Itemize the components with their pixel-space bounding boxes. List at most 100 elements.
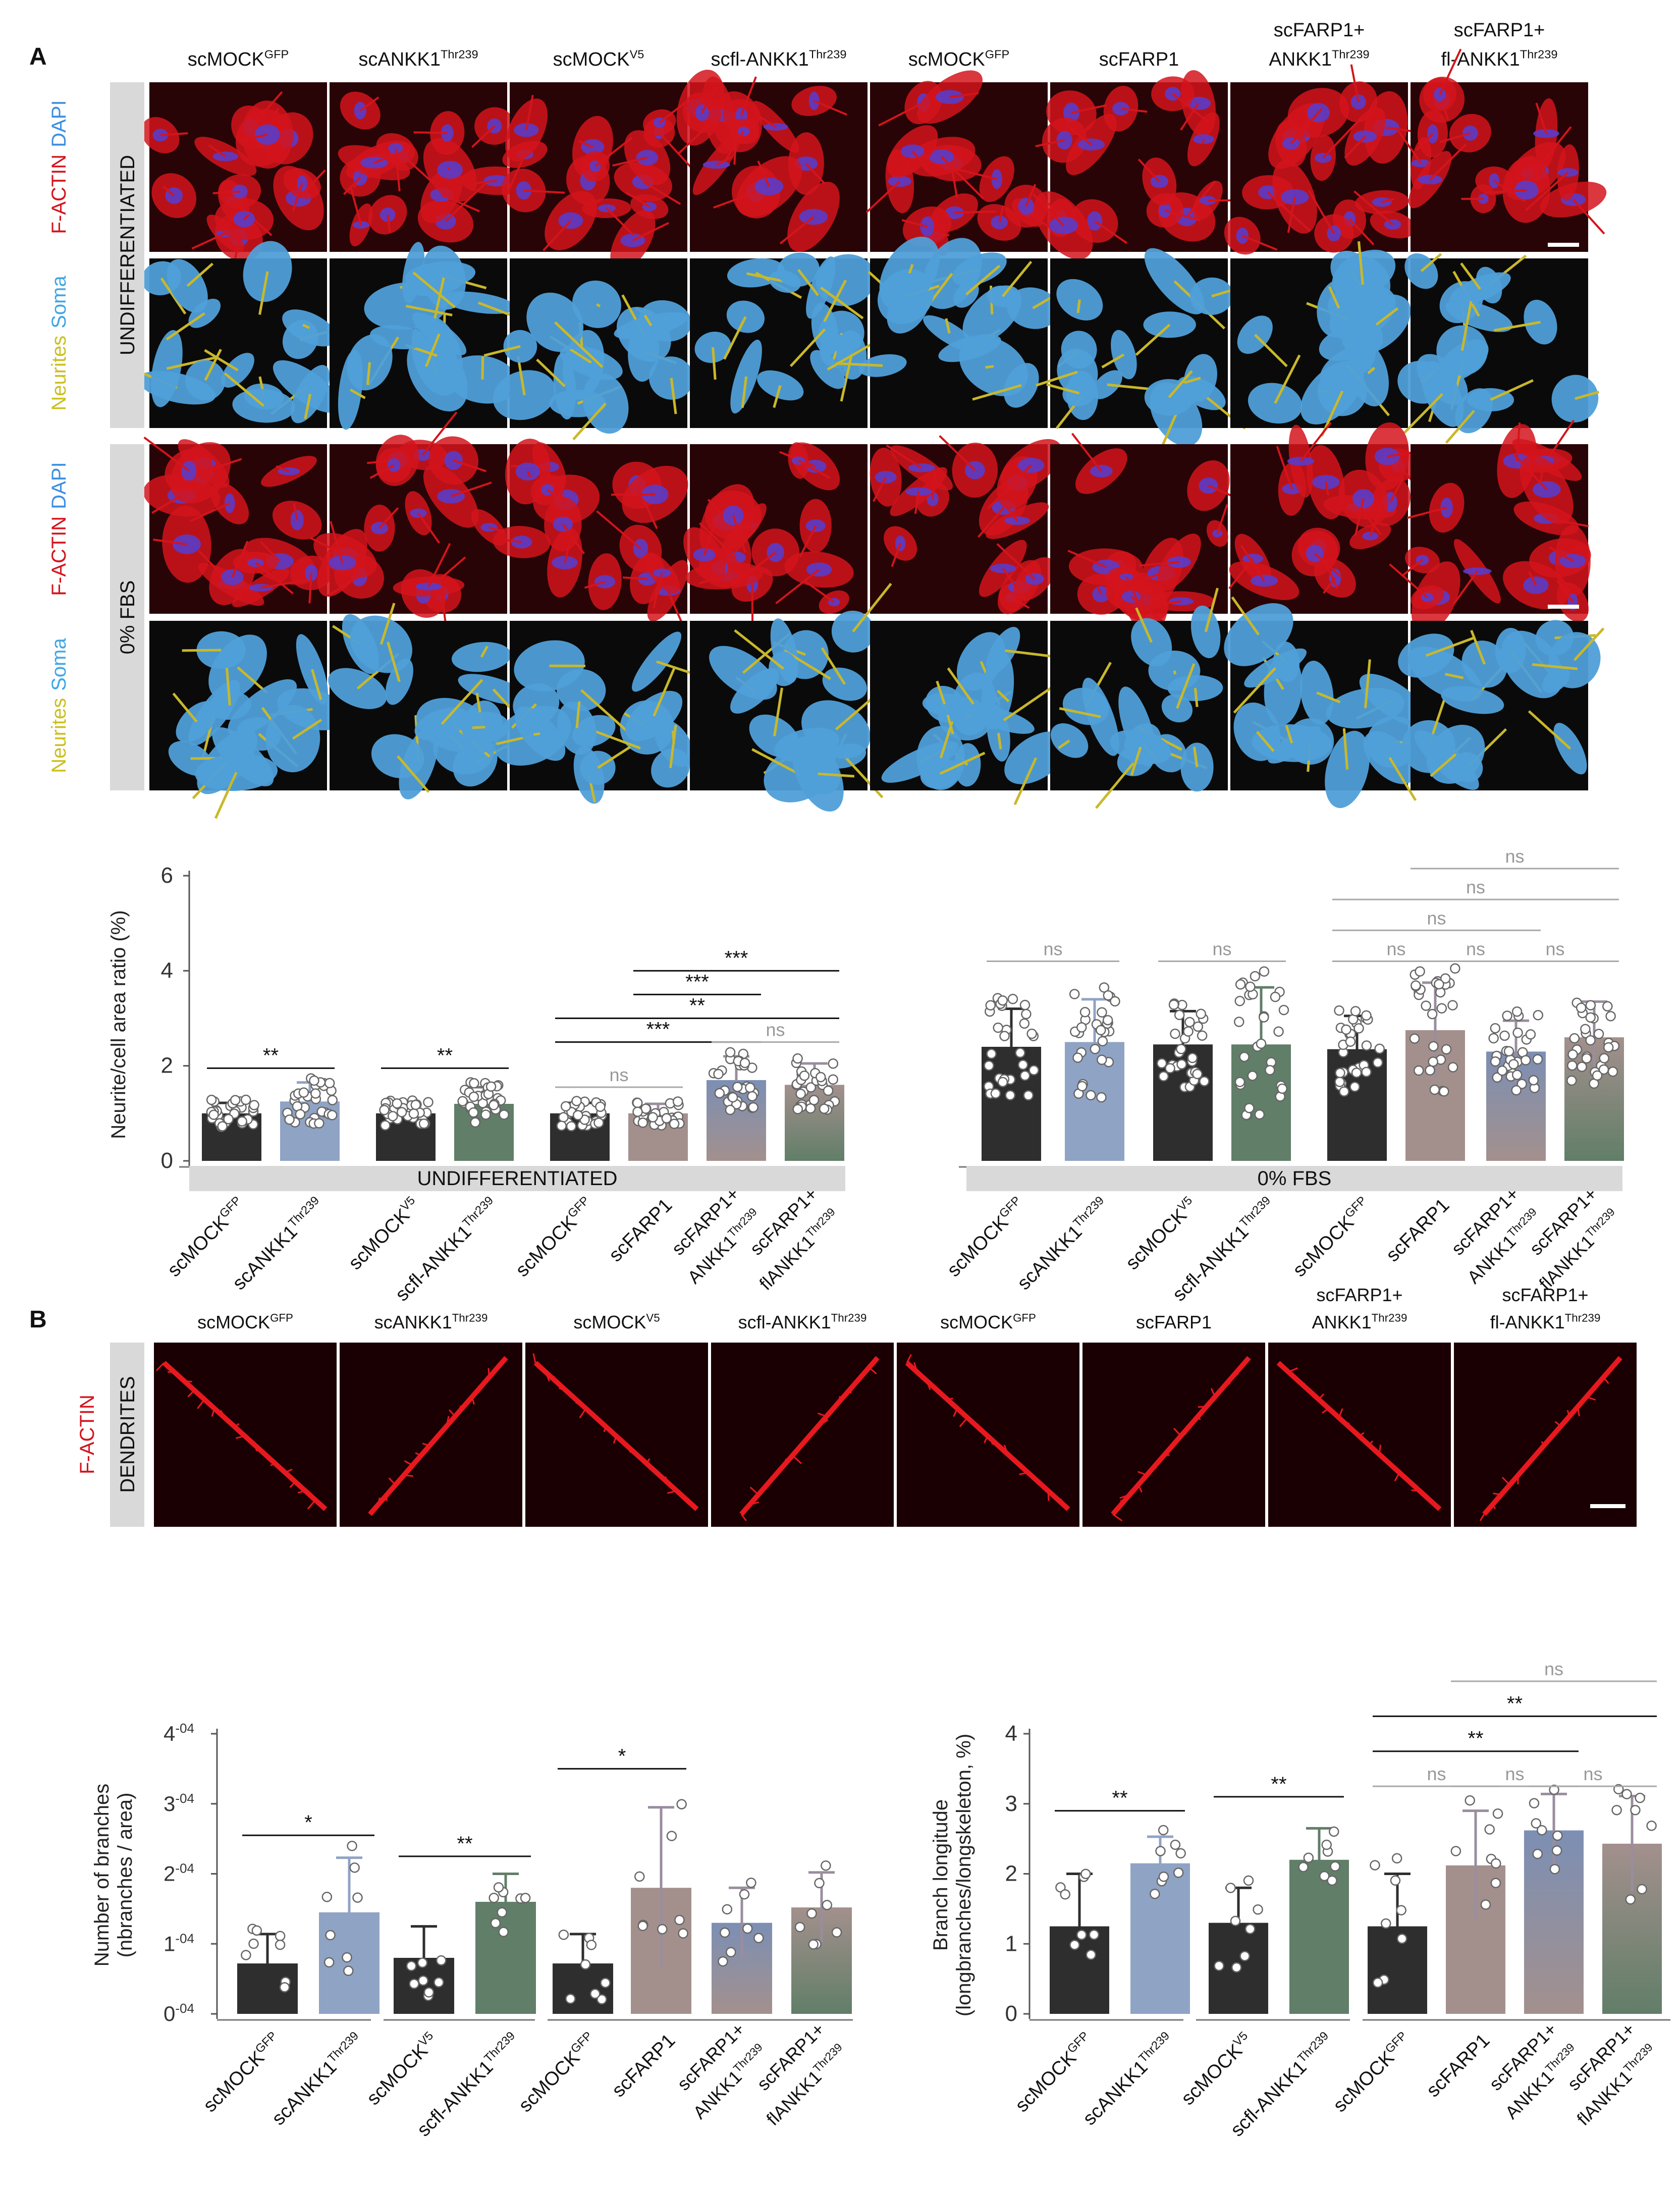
dendrite-image (1268, 1343, 1451, 1527)
label-base: scfl-ANKK1 (392, 1221, 476, 1305)
soma (1056, 279, 1103, 321)
data-point (1069, 1940, 1080, 1950)
significance-label: ns (1505, 846, 1524, 867)
nucleus (735, 107, 747, 123)
neurite (1013, 757, 1038, 806)
nucleus (1440, 497, 1453, 518)
data-point (1450, 963, 1460, 974)
dendritic-spine (297, 1490, 306, 1493)
actin-process (1350, 64, 1360, 102)
dendrite-image (897, 1343, 1079, 1527)
data-point (1096, 1025, 1106, 1036)
data-point (468, 1091, 479, 1102)
data-point (1372, 1978, 1383, 1988)
actin-process (153, 539, 187, 546)
factin-dapi-image (1224, 64, 1416, 255)
data-point (1511, 1085, 1522, 1096)
neurite (596, 303, 601, 307)
actin-process (622, 576, 647, 580)
data-point (678, 1928, 688, 1939)
label-base: 1 (164, 1932, 175, 1955)
y-tick-label: 4 (161, 958, 173, 983)
dendritic-spine (1037, 1481, 1047, 1491)
neurite (1445, 410, 1475, 444)
data-point (1602, 1001, 1613, 1012)
actin-process (878, 101, 924, 127)
neurite (1316, 691, 1341, 704)
neurite (1285, 725, 1293, 744)
data-point (1502, 1010, 1512, 1021)
data-point (1176, 1059, 1187, 1070)
neurite-soma-image (690, 582, 892, 812)
dendritic-spine (792, 1455, 802, 1464)
data-point (1585, 1035, 1596, 1046)
condition-band (189, 1166, 845, 1191)
actin-process (1344, 135, 1366, 159)
data-point (1055, 1882, 1066, 1893)
label-base: scfl-ANKK1 (711, 49, 809, 70)
actin-process (1515, 422, 1521, 461)
data-point (1646, 1821, 1657, 1831)
neurite (997, 689, 1010, 703)
label-base: scMOCK (908, 49, 985, 70)
neurite (712, 347, 717, 380)
label-superscript: GFP (1013, 1311, 1036, 1324)
data-point (1528, 1075, 1539, 1086)
dendritic-spine (930, 1384, 938, 1391)
factin-dapi-image (493, 439, 688, 623)
label-superscript: Thr239 (1565, 1311, 1601, 1324)
neurite (472, 726, 485, 729)
neurite (797, 269, 819, 296)
neurite (1107, 383, 1151, 391)
neurite (734, 629, 784, 670)
data-point (1015, 1047, 1025, 1058)
actin-process (703, 523, 716, 555)
significance-label: ns (1386, 939, 1405, 959)
dendritic-spine (404, 1460, 413, 1466)
dendritic-spine (1577, 1406, 1580, 1416)
data-point (380, 1120, 391, 1131)
column-header: scMOCKV5 (573, 1311, 660, 1332)
neurite (1254, 334, 1288, 367)
dendritic-spine (545, 1371, 551, 1382)
data-point (1488, 1033, 1499, 1044)
actin-process (527, 471, 532, 478)
data-point (520, 1893, 531, 1903)
data-point (1256, 1038, 1267, 1049)
data-point (718, 1956, 728, 1967)
data-point (1396, 1905, 1406, 1915)
neurite (380, 603, 396, 645)
category-label: scFARP1 (1382, 1195, 1454, 1266)
neurite (405, 304, 453, 316)
data-point (558, 1112, 569, 1123)
label-superscript: V5 (646, 1311, 660, 1324)
label-base: scMOCK (1122, 1205, 1191, 1274)
nucleus (297, 175, 307, 192)
data-point (821, 1860, 831, 1871)
data-point (1552, 1830, 1563, 1841)
stain-label-part: Neurites (48, 698, 70, 773)
neurite (1168, 370, 1193, 398)
dendritic-spine (740, 1514, 747, 1521)
neurite (397, 755, 430, 793)
soma (1436, 325, 1488, 376)
actin-process (417, 512, 441, 544)
soma (1363, 731, 1416, 784)
neurite (1490, 379, 1534, 401)
neurite (746, 272, 785, 283)
dendritic-spine (1545, 1435, 1553, 1443)
data-point (595, 1101, 606, 1112)
actin-process (447, 167, 451, 171)
data-point (240, 1094, 251, 1105)
category-label: scFARP1 (608, 2030, 680, 2102)
data-point (1079, 1006, 1091, 1018)
data-point (1259, 1012, 1269, 1023)
neurite (1573, 627, 1605, 661)
category-label: scANKK1Thr239 (267, 2029, 367, 2129)
dendritic-spine (1318, 1393, 1325, 1400)
neurite (985, 365, 994, 369)
dendritic-spine (187, 1390, 195, 1398)
factin-dapi-image (143, 437, 333, 614)
dendritic-spine (1164, 1454, 1170, 1457)
data-point (388, 1111, 398, 1122)
